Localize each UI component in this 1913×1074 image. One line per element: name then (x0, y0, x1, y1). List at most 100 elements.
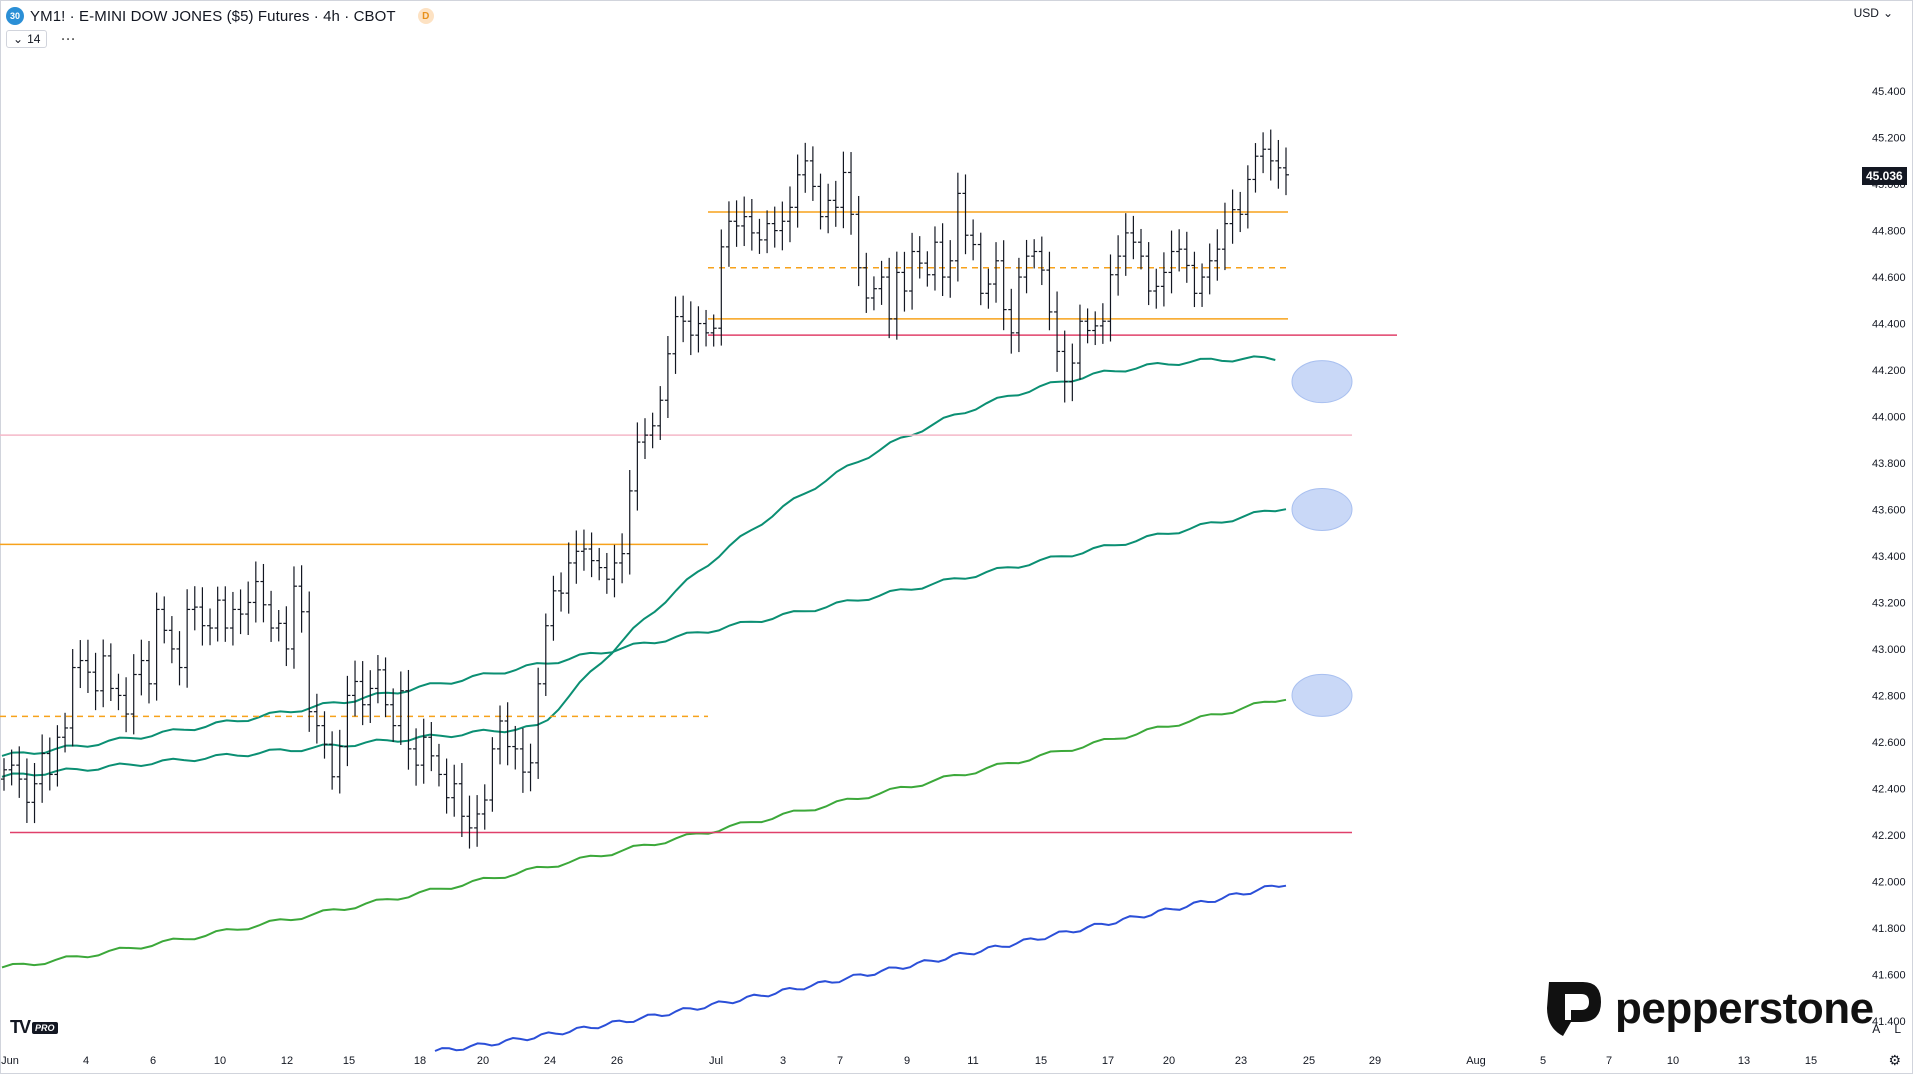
more-options-icon[interactable]: ··· (61, 32, 77, 46)
pepperstone-icon (1547, 982, 1601, 1036)
y-tick-label: 45.200 (1872, 133, 1906, 145)
candle (161, 596, 168, 644)
candle (497, 705, 504, 765)
candle (718, 229, 725, 346)
candle (1023, 239, 1030, 294)
candle (62, 712, 69, 753)
candle (306, 591, 313, 732)
candle (1145, 242, 1152, 306)
x-tick-label: Jun (1, 1055, 19, 1067)
candle (207, 608, 214, 646)
y-tick-label: 44.200 (1872, 365, 1906, 377)
indicator-toggle[interactable]: ⌄ 14 (6, 30, 48, 48)
candle (31, 763, 38, 824)
candle (1168, 230, 1175, 294)
target-zone (1291, 487, 1353, 531)
auto-scale-button[interactable]: A (1872, 1022, 1881, 1036)
candle (344, 675, 351, 767)
tradingview-logo[interactable]: TV PRO (10, 1017, 58, 1038)
symbol-badge[interactable]: 30 (6, 7, 24, 25)
candle (8, 749, 15, 786)
candle (550, 575, 557, 641)
candle (489, 737, 496, 812)
candle (1221, 202, 1228, 271)
candle (672, 296, 679, 374)
x-tick-label: 18 (414, 1055, 426, 1067)
y-tick-label: 43.800 (1872, 458, 1906, 470)
candle (237, 589, 244, 635)
y-tick-label: 44.400 (1872, 319, 1906, 331)
moving-average-line (1, 355, 1276, 778)
candle (680, 295, 687, 343)
chart-title[interactable]: YM1! · E-MINI DOW JONES ($5) Futures · 4… (30, 7, 396, 25)
y-tick-label: 41.600 (1872, 969, 1906, 981)
x-tick-label: 10 (1667, 1055, 1679, 1067)
candle (741, 196, 748, 247)
x-tick-label: 9 (904, 1055, 910, 1067)
candle (710, 314, 717, 347)
candle (130, 654, 137, 735)
indicator-count: 14 (27, 32, 41, 46)
candle (916, 236, 923, 279)
candle (619, 533, 626, 584)
candle (626, 470, 633, 575)
candle (451, 764, 458, 817)
currency-selector[interactable]: USD ⌄ (1854, 6, 1893, 20)
y-tick-label: 42.400 (1872, 783, 1906, 795)
candle (687, 301, 694, 356)
candle (558, 572, 565, 612)
candle (909, 232, 916, 310)
gear-icon[interactable]: ⚙ (1888, 1052, 1901, 1068)
candle (245, 581, 252, 635)
x-tick-label: 12 (281, 1055, 293, 1067)
candle (848, 152, 855, 235)
moving-average-line (434, 884, 1287, 1052)
candle (252, 561, 259, 623)
candle (664, 336, 671, 418)
candle (695, 306, 702, 353)
candle (435, 743, 442, 787)
candle (39, 734, 46, 803)
candle (1283, 147, 1289, 196)
candle (870, 276, 877, 311)
candle (443, 758, 450, 814)
candle (1046, 251, 1053, 331)
candle (779, 201, 786, 251)
candle (1244, 165, 1251, 229)
x-tick-label: 20 (477, 1055, 489, 1067)
candle (809, 146, 816, 201)
candle (1031, 239, 1038, 269)
candle (1138, 228, 1145, 270)
candle (275, 610, 282, 642)
candle (481, 784, 488, 830)
x-tick-label: 17 (1102, 1055, 1114, 1067)
candle (1069, 343, 1076, 402)
candle (1160, 252, 1167, 307)
candle (359, 661, 366, 726)
candle (268, 590, 275, 642)
candle (313, 693, 320, 744)
candle (764, 210, 771, 254)
scale-buttons: A L (1872, 1022, 1901, 1036)
candle (283, 606, 290, 667)
last-price-tag: 45.036 (1862, 166, 1907, 185)
candle (100, 639, 107, 708)
candle (535, 667, 542, 779)
data-delay-badge[interactable]: D (417, 8, 434, 24)
candle (405, 669, 412, 770)
log-scale-button[interactable]: L (1894, 1022, 1901, 1036)
x-tick-label: Jul (709, 1055, 723, 1067)
candle (886, 257, 893, 339)
candle (115, 673, 122, 711)
candle (527, 743, 534, 792)
chevron-down-icon: ⌄ (13, 32, 24, 46)
x-tick-label: 25 (1303, 1055, 1315, 1067)
candle (1, 758, 7, 791)
moving-average-line (1, 508, 1287, 757)
candle (382, 657, 389, 718)
candle (771, 206, 778, 248)
candle (290, 566, 297, 669)
candle (1275, 139, 1282, 189)
candle (1153, 268, 1160, 309)
